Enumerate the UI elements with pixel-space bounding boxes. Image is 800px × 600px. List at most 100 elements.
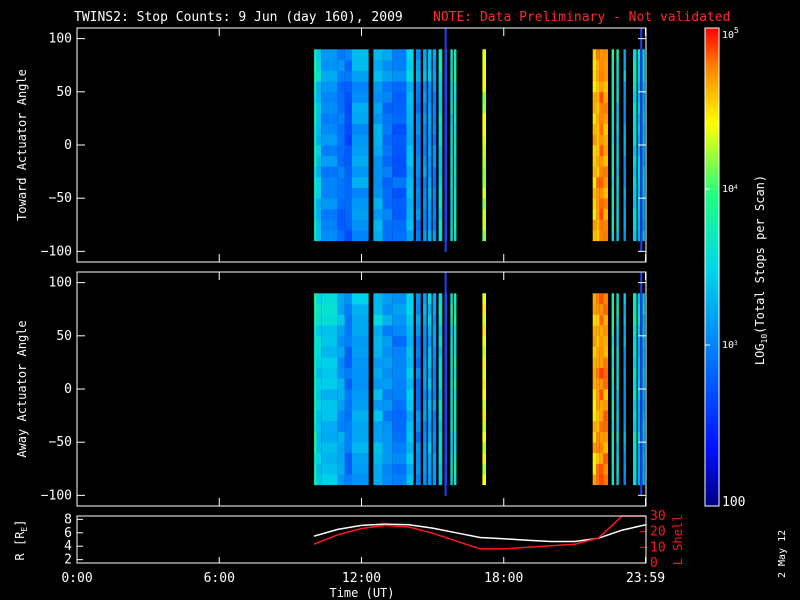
time-x-ticks: 0:00 6:00 12:00 18:00 23:59 xyxy=(61,557,665,586)
heatmap-cell xyxy=(427,219,432,231)
heatmap-cell xyxy=(316,399,322,411)
heatmap-cell xyxy=(482,325,486,337)
heatmap-cell xyxy=(592,293,597,305)
heatmap-cell xyxy=(642,155,645,167)
heatmap-cell xyxy=(344,431,352,443)
heatmap-cell xyxy=(454,176,457,188)
heatmap-cell xyxy=(416,166,421,178)
heatmap-cell xyxy=(337,198,345,210)
heatmap-cell xyxy=(373,420,383,432)
heatmap-cell xyxy=(344,208,352,220)
heatmap-cell xyxy=(316,113,322,125)
heatmap-cell xyxy=(616,81,619,93)
heatmap-cell xyxy=(611,431,614,443)
heatmap-cell xyxy=(603,113,608,125)
heatmap-cell xyxy=(482,378,486,390)
heatmap-cell xyxy=(603,187,608,199)
heatmap-cell xyxy=(623,113,626,125)
heatmap-cell xyxy=(592,474,597,486)
heatmap-cell xyxy=(603,49,608,61)
heatmap-cell xyxy=(382,208,393,220)
heatmap-cell xyxy=(321,410,338,422)
heatmap-cell xyxy=(599,399,604,411)
heatmap-cell xyxy=(392,389,407,400)
heatmap-cell xyxy=(616,230,619,242)
heatmap-cell xyxy=(611,208,614,220)
heatmap-cell xyxy=(637,431,641,443)
heatmap-cell xyxy=(337,303,345,315)
heatmap-cell xyxy=(344,325,352,337)
heatmap-cell xyxy=(352,303,369,315)
heatmap-cell xyxy=(482,208,486,220)
heatmap-cell xyxy=(337,325,345,337)
heatmap-cell xyxy=(321,293,338,305)
heatmap-cell xyxy=(642,452,645,464)
heatmap-cell xyxy=(382,59,393,71)
heatmap-cell xyxy=(438,155,443,167)
heatmap-cell xyxy=(454,91,457,103)
heatmap-cell xyxy=(637,389,641,400)
heatmap-cell xyxy=(482,59,486,71)
heatmap-cell xyxy=(314,198,317,210)
heatmap-cell xyxy=(316,145,322,156)
heatmap-cell xyxy=(432,399,437,411)
heatmap-cell xyxy=(623,81,626,93)
heatmap-cell xyxy=(596,314,600,326)
heatmap-cell xyxy=(316,335,322,347)
heatmap-cell xyxy=(344,134,352,146)
heatmap-cell xyxy=(616,452,619,464)
heatmap-cell xyxy=(623,325,626,337)
heatmap-cell xyxy=(321,81,338,93)
heatmap-cell xyxy=(633,134,637,146)
heatmap-cell xyxy=(406,176,414,188)
heatmap-cell xyxy=(423,303,427,315)
heatmap-cell xyxy=(454,389,457,400)
heatmap-cell xyxy=(314,59,317,71)
heatmap-cell xyxy=(423,81,427,93)
heatmap-cell xyxy=(454,208,457,220)
heatmap-cell xyxy=(373,102,383,114)
heatmap-cell xyxy=(611,187,614,199)
heatmap-cell xyxy=(427,431,432,443)
heatmap-cell xyxy=(599,357,604,369)
heatmap-cell xyxy=(642,81,645,93)
heatmap-cell xyxy=(352,452,369,464)
heatmap-cell xyxy=(344,91,352,103)
heatmap-cell xyxy=(316,176,322,188)
heatmap-cell xyxy=(406,463,414,475)
heatmap-cell xyxy=(592,49,597,61)
heatmap-cell xyxy=(438,314,443,326)
heatmap-cell xyxy=(373,463,383,475)
heatmap-cell xyxy=(596,155,600,167)
heatmap-cell xyxy=(482,452,486,464)
heatmap-cell xyxy=(450,367,453,379)
heatmap-cell xyxy=(423,314,427,326)
heatmap-cell xyxy=(616,335,619,347)
r-tick-label: 4 xyxy=(64,539,72,554)
heatmap-cell xyxy=(611,357,614,369)
heatmap-cell xyxy=(416,357,421,369)
heatmap-cell xyxy=(454,357,457,369)
heatmap-cell xyxy=(599,325,604,337)
heatmap-cell xyxy=(623,166,626,178)
heatmap-cell xyxy=(314,378,317,390)
heatmap-cell xyxy=(592,187,597,199)
heatmap-cell xyxy=(337,357,345,369)
heatmap-cell xyxy=(482,389,486,400)
heatmap-cell xyxy=(438,463,443,475)
heatmap-cell xyxy=(382,187,393,199)
heatmap-cell xyxy=(344,303,352,315)
heatmap-cell xyxy=(373,81,383,93)
heatmap-cell xyxy=(592,314,597,326)
heatmap-cell xyxy=(592,134,597,146)
heatmap-cell xyxy=(599,420,604,432)
heatmap-cell xyxy=(416,420,421,432)
heatmap-cell xyxy=(373,145,383,156)
heatmap-cell xyxy=(352,346,369,358)
heatmap-cell xyxy=(599,389,604,400)
heatmap-cell xyxy=(344,113,352,125)
heatmap-cell xyxy=(603,410,608,422)
heatmap-cell xyxy=(438,113,443,125)
heatmap-cell xyxy=(321,474,338,486)
heatmap-cell xyxy=(633,474,637,486)
